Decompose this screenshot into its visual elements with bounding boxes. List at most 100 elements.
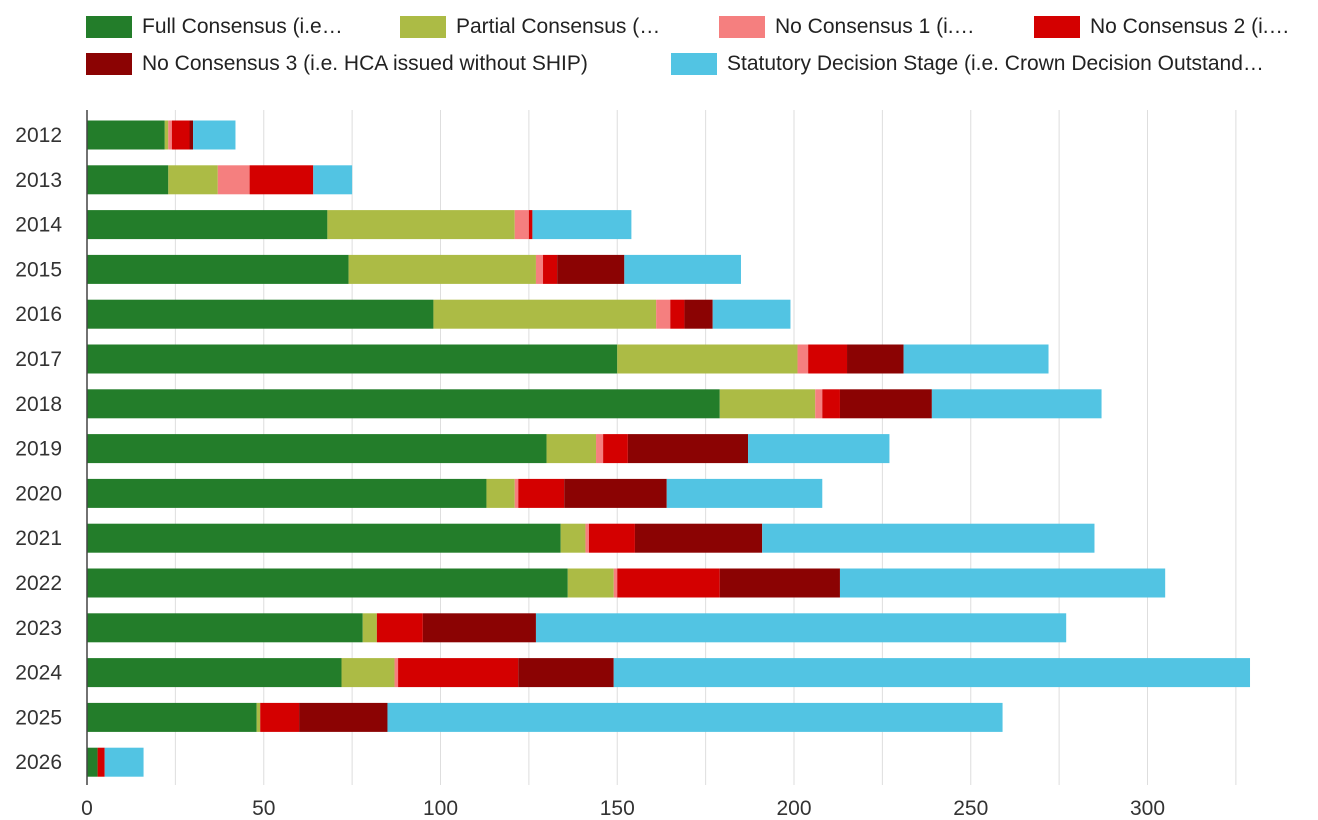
bar-segment-2018-series-4[interactable]: [839, 389, 932, 419]
bar-segment-2020-series-3[interactable]: [518, 478, 565, 508]
bar-segment-2018-series-2[interactable]: [815, 389, 823, 419]
bar-segment-2020-series-1[interactable]: [486, 478, 515, 508]
bar-segment-2015-series-4[interactable]: [557, 254, 625, 284]
bar-segment-2016-series-1[interactable]: [433, 299, 657, 329]
bar-segment-2021-series-5[interactable]: [762, 523, 1095, 553]
bar-segment-2019-series-1[interactable]: [546, 434, 597, 464]
bar-segment-2015-series-1[interactable]: [348, 254, 536, 284]
bar-segment-2025-series-1[interactable]: [256, 702, 261, 732]
bar-segment-2024-series-0[interactable]: [87, 658, 342, 688]
bar-segment-2025-series-0[interactable]: [87, 702, 257, 732]
bar-segment-2023-series-5[interactable]: [535, 613, 1067, 643]
bars: [87, 120, 1251, 777]
bar-segment-2015-series-5[interactable]: [624, 254, 741, 284]
bar-segment-2021-series-3[interactable]: [588, 523, 635, 553]
bar-segment-2012-series-0[interactable]: [87, 120, 165, 150]
bar-segment-2015-series-2[interactable]: [535, 254, 544, 284]
y-tick-label: 2014: [15, 214, 62, 237]
legend-item-no-consensus-1[interactable]: No Consensus 1 (i.…: [719, 10, 975, 44]
bar-segment-2024-series-1[interactable]: [341, 658, 395, 688]
legend-item-no-consensus-3[interactable]: No Consensus 3 (i.e. HCA issued without …: [86, 47, 588, 81]
bar-segment-2014-series-3[interactable]: [528, 210, 533, 240]
legend-item-no-consensus-2[interactable]: No Consensus 2 (i.…: [1034, 10, 1290, 44]
bar-segment-2020-series-5[interactable]: [666, 478, 823, 508]
bar-segment-2023-series-1[interactable]: [362, 613, 377, 643]
bar-segment-2015-series-3[interactable]: [543, 254, 558, 284]
bar-segment-2024-series-4[interactable]: [518, 658, 614, 688]
bar-segment-2019-series-4[interactable]: [627, 434, 749, 464]
bar-segment-2018-series-0[interactable]: [87, 389, 720, 419]
bar-segment-2013-series-5[interactable]: [313, 165, 353, 195]
legend-label: No Consensus 3 (i.e. HCA issued without …: [142, 52, 588, 75]
bar-segment-2021-series-2[interactable]: [585, 523, 589, 553]
x-tick-label: 50: [252, 797, 275, 820]
bar-segment-2016-series-3[interactable]: [670, 299, 685, 329]
bar-segment-2014-series-2[interactable]: [514, 210, 529, 240]
bar-segment-2012-series-5[interactable]: [193, 120, 236, 150]
y-tick-label: 2021: [15, 527, 62, 550]
bar-segment-2021-series-4[interactable]: [634, 523, 763, 553]
bar-segment-2016-series-4[interactable]: [684, 299, 713, 329]
legend-item-partial-consensus[interactable]: Partial Consensus (…: [400, 10, 660, 44]
bar-segment-2022-series-4[interactable]: [719, 568, 840, 598]
bar-segment-2017-series-4[interactable]: [847, 344, 904, 374]
bar-segment-2017-series-3[interactable]: [808, 344, 848, 374]
legend-item-full-consensus[interactable]: Full Consensus (i.e…: [86, 10, 343, 44]
bar-segment-2019-series-5[interactable]: [748, 434, 890, 464]
bar-segment-2019-series-2[interactable]: [596, 434, 604, 464]
bar-segment-2016-series-5[interactable]: [712, 299, 791, 329]
y-tick-label: 2015: [15, 258, 62, 281]
bar-segment-2013-series-0[interactable]: [87, 165, 169, 195]
bar-segment-2012-series-1[interactable]: [164, 120, 169, 150]
bar-segment-2013-series-3[interactable]: [249, 165, 314, 195]
bar-segment-2024-series-5[interactable]: [613, 658, 1251, 688]
bar-segment-2023-series-0[interactable]: [87, 613, 363, 643]
bar-segment-2016-series-2[interactable]: [656, 299, 671, 329]
bar-segment-2014-series-0[interactable]: [87, 210, 328, 240]
bar-segment-2018-series-1[interactable]: [719, 389, 816, 419]
bar-segment-2019-series-3[interactable]: [603, 434, 628, 464]
bar-segment-2026-series-3[interactable]: [97, 747, 105, 777]
legend-swatch: [86, 53, 132, 75]
bar-segment-2013-series-2[interactable]: [217, 165, 250, 195]
bar-segment-2024-series-3[interactable]: [398, 658, 519, 688]
bar-segment-2012-series-3[interactable]: [171, 120, 190, 150]
bar-segment-2022-series-0[interactable]: [87, 568, 568, 598]
bar-segment-2016-series-0[interactable]: [87, 299, 434, 329]
bar-segment-2015-series-0[interactable]: [87, 254, 349, 284]
bar-segment-2020-series-4[interactable]: [564, 478, 667, 508]
bar-segment-2012-series-4[interactable]: [189, 120, 194, 150]
bar-segment-2020-series-2[interactable]: [514, 478, 519, 508]
bar-segment-2017-series-1[interactable]: [617, 344, 798, 374]
bar-segment-2017-series-0[interactable]: [87, 344, 618, 374]
bar-segment-2022-series-3[interactable]: [617, 568, 720, 598]
legend-label: Statutory Decision Stage (i.e. Crown Dec…: [727, 52, 1264, 75]
bar-segment-2025-series-5[interactable]: [387, 702, 1003, 732]
bar-segment-2013-series-1[interactable]: [168, 165, 218, 195]
legend-item-statutory-decision-stage[interactable]: Statutory Decision Stage (i.e. Crown Dec…: [671, 47, 1264, 81]
bar-segment-2023-series-4[interactable]: [422, 613, 536, 643]
bar-segment-2022-series-5[interactable]: [839, 568, 1166, 598]
bar-segment-2021-series-0[interactable]: [87, 523, 561, 553]
bar-segment-2026-series-0[interactable]: [87, 747, 98, 777]
bar-segment-2020-series-0[interactable]: [87, 478, 487, 508]
bar-segment-2014-series-5[interactable]: [532, 210, 632, 240]
bar-segment-2022-series-1[interactable]: [567, 568, 614, 598]
bar-segment-2025-series-3[interactable]: [260, 702, 300, 732]
bar-segment-2018-series-5[interactable]: [931, 389, 1102, 419]
legend-label: Full Consensus (i.e…: [142, 15, 343, 38]
bar-segment-2014-series-1[interactable]: [327, 210, 515, 240]
bar-segment-2017-series-5[interactable]: [903, 344, 1049, 374]
legend-swatch: [400, 16, 446, 38]
bar-segment-2017-series-2[interactable]: [797, 344, 809, 374]
bar-segment-2018-series-3[interactable]: [822, 389, 840, 419]
bar-segment-2012-series-2[interactable]: [168, 120, 172, 150]
bar-segment-2021-series-1[interactable]: [560, 523, 586, 553]
bar-segment-2019-series-0[interactable]: [87, 434, 547, 464]
bar-segment-2022-series-2[interactable]: [613, 568, 618, 598]
legend-swatch: [719, 16, 765, 38]
bar-segment-2024-series-2[interactable]: [394, 658, 399, 688]
bar-segment-2026-series-5[interactable]: [104, 747, 144, 777]
bar-segment-2023-series-3[interactable]: [376, 613, 423, 643]
bar-segment-2025-series-4[interactable]: [299, 702, 388, 732]
